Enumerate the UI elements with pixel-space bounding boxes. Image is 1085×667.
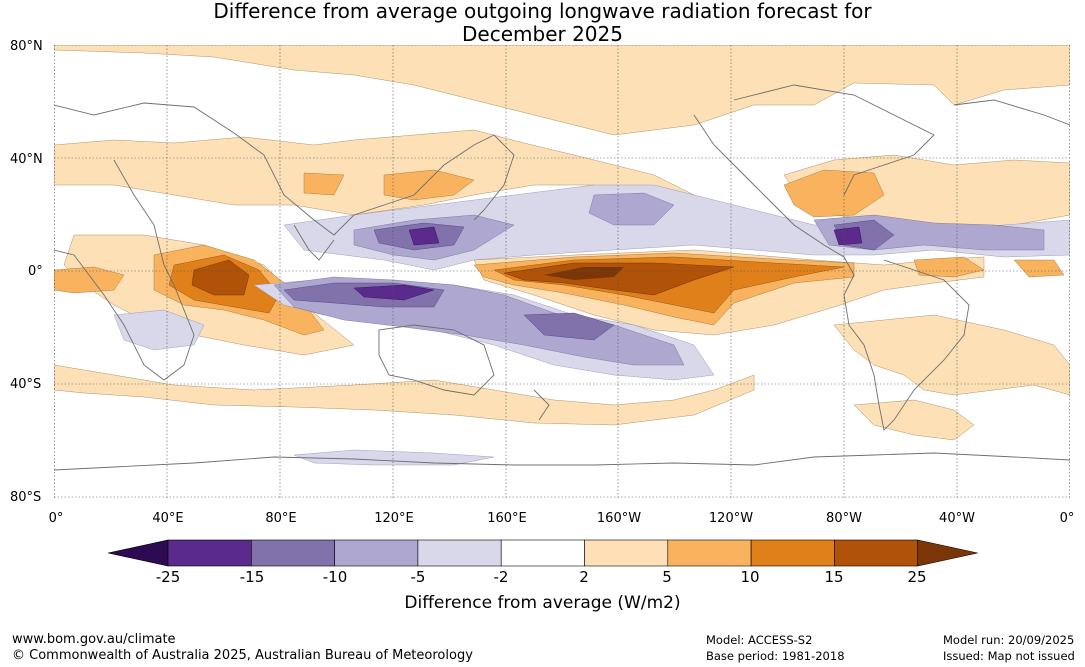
colorbar-tick-label: -15	[239, 568, 265, 586]
colorbar-segment	[834, 539, 919, 567]
lon-label-160w: 160°W	[596, 511, 642, 526]
colorbar-tick-label: 25	[907, 568, 927, 586]
positive-anomaly-extreme	[544, 267, 624, 280]
lat-label-80s: 80°S	[10, 490, 42, 505]
footer-issued: Issued: Map not issued	[943, 649, 1075, 663]
footer-left: www.bom.gov.au/climate © Commonwealth of…	[12, 632, 473, 664]
colorbar-segments	[108, 539, 978, 567]
colorbar-segment	[167, 539, 252, 567]
footer-model-info: Model: ACCESS-S2 Base period: 1981-2018	[706, 632, 845, 664]
chart-title: Difference from average outgoing longwav…	[0, 0, 1085, 46]
colorbar-tick-label: -2	[493, 568, 509, 586]
lon-label-120w: 120°W	[708, 511, 754, 526]
footer-model-run: Model run: 20/09/2025	[943, 633, 1075, 647]
colorbar-tick-label: 5	[662, 568, 672, 586]
footer-model: Model: ACCESS-S2	[706, 633, 813, 647]
lon-label-80w: 80°W	[826, 511, 862, 526]
lon-label-0: 0°	[48, 511, 64, 526]
colorbar-tick-label: -5	[410, 568, 426, 586]
colorbar-extend-high	[917, 539, 978, 567]
title-line-2: December 2025	[462, 22, 623, 46]
colorbar-segment	[251, 539, 335, 567]
lon-label-120e: 120°E	[374, 511, 414, 526]
colorbar-segment	[417, 539, 502, 567]
negative-anomaly-very-strong	[353, 226, 863, 301]
colorbar-axis-label: Difference from average (W/m2)	[404, 593, 681, 613]
colorbar-tick-label: 15	[824, 568, 844, 586]
graticule	[54, 45, 1070, 498]
lon-label-80e: 80°E	[265, 511, 297, 526]
title-line-1: Difference from average outgoing longwav…	[213, 0, 872, 23]
colorbar-tick-label: 2	[579, 568, 589, 586]
lon-label-40w: 40°W	[939, 511, 975, 526]
colorbar	[108, 539, 978, 567]
colorbar-segment	[334, 539, 419, 567]
colorbar-tick-label: -25	[155, 568, 181, 586]
lon-label-360: 0°	[1059, 511, 1075, 526]
lat-label-40s: 40°S	[10, 377, 42, 392]
colorbar-segment	[500, 539, 585, 567]
colorbar-segment	[584, 539, 669, 567]
colorbar-segment	[667, 539, 752, 567]
lon-label-160e: 160°E	[487, 511, 527, 526]
coastlines	[54, 84, 1070, 471]
lat-label-80n: 80°N	[10, 39, 43, 54]
colorbar-tick-label: -10	[322, 568, 348, 586]
footer-run-info: Model run: 20/09/2025 Issued: Map not is…	[943, 632, 1075, 664]
lat-label-40n: 40°N	[10, 152, 43, 167]
footer-website: www.bom.gov.au/climate	[12, 632, 176, 647]
lon-label-40e: 40°E	[152, 511, 184, 526]
olr-anomaly-map	[54, 45, 1070, 498]
colorbar-segment	[750, 539, 835, 567]
footer-copyright: © Commonwealth of Australia 2025, Austra…	[12, 648, 473, 663]
footer-base-period: Base period: 1981-2018	[706, 649, 845, 663]
colorbar-extend-low	[108, 539, 169, 567]
colorbar-tick-label: 10	[740, 568, 760, 586]
lat-label-equator: 0°	[28, 264, 43, 279]
